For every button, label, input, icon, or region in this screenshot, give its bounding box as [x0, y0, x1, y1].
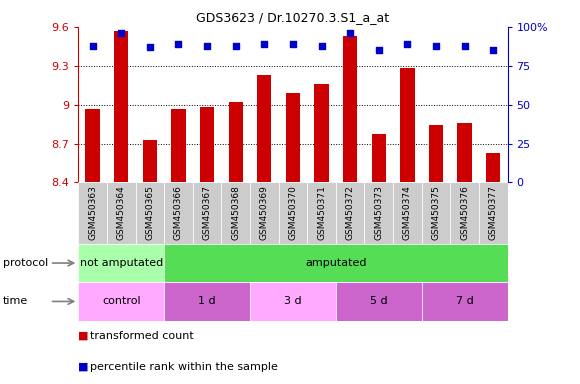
Text: GSM450366: GSM450366	[174, 185, 183, 240]
Bar	[364, 182, 393, 244]
Text: 7 d: 7 d	[456, 296, 473, 306]
Bar	[114, 31, 128, 182]
Text: ■: ■	[78, 331, 89, 341]
Bar	[486, 152, 501, 182]
Bar	[372, 134, 386, 182]
Bar	[314, 84, 329, 182]
Bar	[343, 36, 357, 182]
Bar	[229, 102, 243, 182]
Text: GSM450363: GSM450363	[88, 185, 97, 240]
Text: GSM450367: GSM450367	[202, 185, 212, 240]
Bar	[250, 282, 336, 321]
Bar	[78, 244, 164, 282]
Title: GDS3623 / Dr.10270.3.S1_a_at: GDS3623 / Dr.10270.3.S1_a_at	[197, 11, 389, 24]
Bar	[278, 182, 307, 244]
Bar	[393, 182, 422, 244]
Bar	[78, 182, 107, 244]
Text: GSM450374: GSM450374	[403, 185, 412, 240]
Bar	[200, 107, 214, 182]
Bar	[400, 68, 415, 182]
Bar	[307, 182, 336, 244]
Bar	[257, 75, 271, 182]
Bar	[458, 123, 472, 182]
Bar	[193, 182, 222, 244]
Text: control: control	[102, 296, 140, 306]
Text: GSM450371: GSM450371	[317, 185, 326, 240]
Text: GSM450369: GSM450369	[260, 185, 269, 240]
Bar	[336, 282, 422, 321]
Bar	[222, 182, 250, 244]
Bar	[171, 109, 186, 182]
Text: GSM450377: GSM450377	[489, 185, 498, 240]
Bar	[143, 140, 157, 182]
Point	[202, 43, 212, 49]
Point	[488, 47, 498, 53]
Text: percentile rank within the sample: percentile rank within the sample	[90, 362, 278, 372]
Point	[174, 41, 183, 47]
Text: GSM450372: GSM450372	[346, 185, 354, 240]
Bar	[85, 109, 100, 182]
Point	[346, 30, 355, 36]
Bar	[479, 182, 508, 244]
Text: 1 d: 1 d	[198, 296, 216, 306]
Text: GSM450370: GSM450370	[288, 185, 298, 240]
Bar	[164, 244, 508, 282]
Bar	[422, 182, 450, 244]
Bar	[78, 282, 164, 321]
Point	[288, 41, 298, 47]
Text: protocol: protocol	[3, 258, 48, 268]
Text: GSM450376: GSM450376	[460, 185, 469, 240]
Text: GSM450365: GSM450365	[146, 185, 154, 240]
Bar	[429, 126, 443, 182]
Bar	[164, 282, 250, 321]
Point	[117, 30, 126, 36]
Point	[260, 41, 269, 47]
Text: ■: ■	[78, 362, 89, 372]
Point	[432, 43, 441, 49]
Text: 3 d: 3 d	[284, 296, 302, 306]
Text: GSM450375: GSM450375	[432, 185, 440, 240]
Text: amputated: amputated	[305, 258, 367, 268]
Bar	[107, 182, 136, 244]
Point	[88, 43, 97, 49]
Point	[403, 41, 412, 47]
Bar	[136, 182, 164, 244]
Text: GSM450364: GSM450364	[117, 185, 126, 240]
Bar	[336, 182, 364, 244]
Text: transformed count: transformed count	[90, 331, 194, 341]
Text: GSM450373: GSM450373	[374, 185, 383, 240]
Point	[145, 44, 154, 50]
Bar	[286, 93, 300, 182]
Point	[374, 47, 383, 53]
Text: time: time	[3, 296, 28, 306]
Point	[231, 43, 240, 49]
Text: not amputated: not amputated	[79, 258, 163, 268]
Point	[460, 43, 469, 49]
Bar	[422, 282, 508, 321]
Bar	[164, 182, 193, 244]
Bar	[450, 182, 479, 244]
Point	[317, 43, 326, 49]
Bar	[250, 182, 278, 244]
Text: GSM450368: GSM450368	[231, 185, 240, 240]
Text: 5 d: 5 d	[370, 296, 387, 306]
